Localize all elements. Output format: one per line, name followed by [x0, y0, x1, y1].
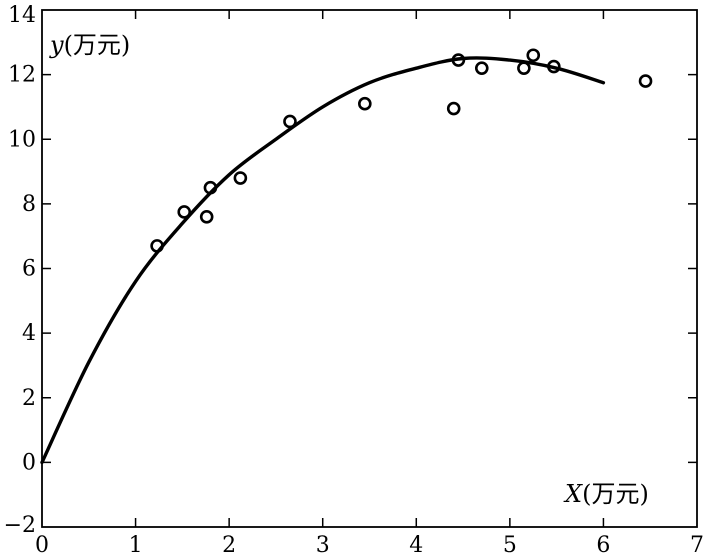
data-points: [150, 48, 653, 253]
fit-curve: [40, 56, 606, 465]
data-point: [283, 114, 297, 129]
y-tick-label: 12: [8, 63, 36, 88]
x-tick-label: 5: [503, 533, 517, 554]
y-tick-label: 6: [22, 257, 36, 282]
data-point: [150, 239, 164, 253]
data-point: [474, 61, 489, 75]
data-point: [203, 180, 218, 195]
x-tick-label: 7: [690, 533, 703, 554]
y-tick-label: 4: [22, 321, 36, 346]
data-point: [547, 59, 561, 74]
x-tick-label: 2: [222, 533, 236, 554]
y-tick-label: 10: [8, 127, 36, 152]
y-tick-label: 8: [22, 192, 36, 217]
data-point: [199, 210, 214, 224]
data-point: [517, 61, 531, 75]
data-point: [177, 205, 192, 219]
y-tick-label: 0: [22, 450, 36, 475]
ticks: [42, 10, 697, 527]
y-tick-label: 14: [8, 3, 36, 28]
x-tick-label: 4: [409, 533, 423, 554]
data-point: [233, 171, 248, 185]
data-point: [451, 53, 466, 67]
y-axis-label: y(万元): [49, 31, 130, 59]
data-point: [526, 48, 541, 63]
data-point: [446, 101, 461, 116]
x-tick-label: 3: [316, 533, 330, 554]
data-point: [358, 96, 372, 111]
plot-area-frame: [41, 9, 698, 528]
x-tick-label: 0: [35, 533, 49, 554]
y-tick-label: −2: [4, 513, 36, 538]
y-tick-label: 2: [22, 386, 36, 411]
x-axis-label: X(万元): [563, 480, 649, 508]
x-tick-label: 6: [596, 533, 610, 554]
data-point: [638, 74, 653, 88]
x-tick-label: 1: [129, 533, 143, 554]
